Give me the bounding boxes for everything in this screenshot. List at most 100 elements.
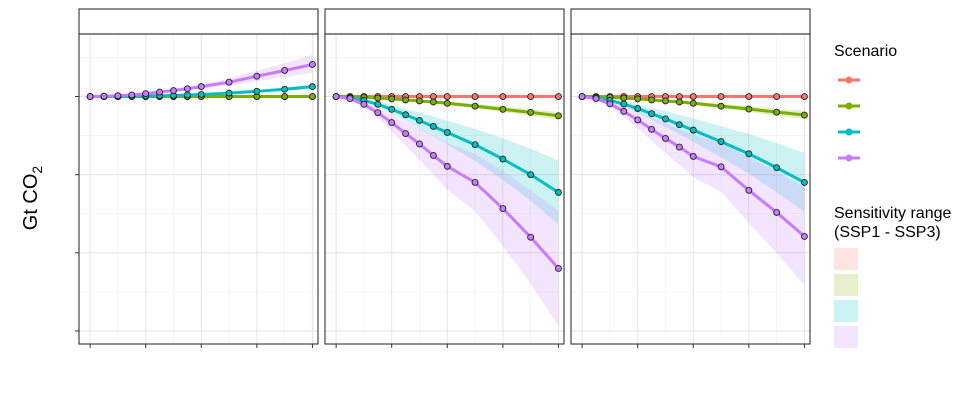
data-point-50pc [416,117,423,124]
data-point-90pc [388,119,396,127]
panel-3 [570,8,811,348]
data-point-50pc [675,121,683,129]
data-point-50pc [281,85,289,93]
legend-point-BAU [845,76,853,84]
strip-border [324,8,565,35]
data-point-90pc [578,93,586,100]
data-point-50pc [554,188,562,196]
data-point-50pc [499,155,507,163]
legend-scenario-items [838,76,860,162]
data-point-90pc [675,143,683,151]
ribbon-10pc [582,96,805,120]
data-point-90pc [527,233,535,241]
legend-point-50pc [845,128,853,136]
legend-scenario-title: Scenario [834,43,897,60]
data-point-10pc [281,93,289,100]
legend-swatch-10pc [834,274,858,296]
data-point-10pc [554,112,562,120]
ribbon-90pc [582,96,805,286]
data-point-10pc [308,93,316,100]
data-point-BAU [745,93,753,100]
data-point-90pc [717,163,725,171]
data-point-50pc [773,164,781,172]
data-point-90pc [634,116,642,124]
chart-panels [75,8,811,348]
data-point-BAU [773,93,781,100]
data-point-50pc [745,150,753,158]
data-point-BAU [717,93,725,100]
legend-range-title-line1: Sensitivity range [834,205,951,222]
data-point-10pc [499,105,507,113]
data-point-90pc [800,232,808,240]
data-point-10pc [620,94,628,102]
data-point-90pc [745,186,753,194]
panel-1 [75,8,319,348]
data-point-90pc [360,100,368,108]
data-point-90pc [554,265,562,272]
data-point-90pc [253,72,261,80]
panel-strip [79,9,318,34]
data-point-90pc [689,152,697,160]
data-point-10pc [527,108,535,116]
data-point-BAU [471,93,479,100]
data-point-50pc [717,138,725,146]
data-point-50pc [634,105,642,112]
data-point-BAU [554,93,562,100]
data-point-90pc [114,92,122,100]
legend-swatch-90pc [834,326,858,348]
data-point-90pc [620,107,628,115]
data-point-50pc [402,111,410,119]
data-point-10pc [662,97,669,105]
legend: Scenario Sensitivity range (SSP1 - SSP3) [834,43,951,348]
data-point-50pc [388,105,396,113]
data-point-90pc [156,88,164,96]
data-point-50pc [648,110,656,118]
ribbon-50pc [582,96,805,213]
y-axis-label-subscript: 2 [29,166,45,174]
data-point-50pc [443,129,451,136]
data-point-90pc [332,93,340,100]
data-point-10pc [745,105,753,113]
data-point-90pc [374,109,382,117]
data-point-10pc [388,95,396,103]
data-point-10pc [689,99,697,107]
data-point-10pc [773,108,781,116]
data-point-50pc [308,83,316,91]
data-point-50pc [662,115,669,123]
data-point-90pc [100,92,108,100]
data-point-10pc [443,99,451,107]
strip-border [78,8,319,35]
data-point-90pc [128,91,136,99]
data-point-BAU [689,93,697,100]
plot-area [571,34,810,344]
data-point-90pc [183,85,191,93]
data-point-90pc [606,100,614,108]
data-point-90pc [308,61,316,68]
data-point-10pc [634,95,642,103]
data-point-90pc [197,83,205,91]
data-point-50pc [800,179,808,186]
legend-range-items [834,248,858,348]
legend-point-10pc [845,102,853,110]
legend-swatch-50pc [834,300,858,322]
ribbon-50pc [336,96,559,225]
data-point-50pc [527,171,535,179]
data-point-90pc [773,208,781,216]
data-point-90pc [662,135,669,142]
data-point-10pc [402,96,410,104]
data-point-50pc [225,89,233,97]
data-point-90pc [402,130,410,137]
data-point-90pc [416,140,423,148]
data-point-90pc [170,87,177,94]
data-point-50pc [471,141,479,149]
data-point-10pc [471,102,479,110]
legend-point-90pc [845,154,853,162]
data-point-BAU [499,93,507,100]
data-point-90pc [225,78,233,86]
data-point-50pc [374,100,382,108]
data-point-BAU [800,93,808,100]
data-point-10pc [648,96,656,104]
data-point-BAU [527,93,535,100]
y-axis-label: Gt CO2 [20,166,45,231]
